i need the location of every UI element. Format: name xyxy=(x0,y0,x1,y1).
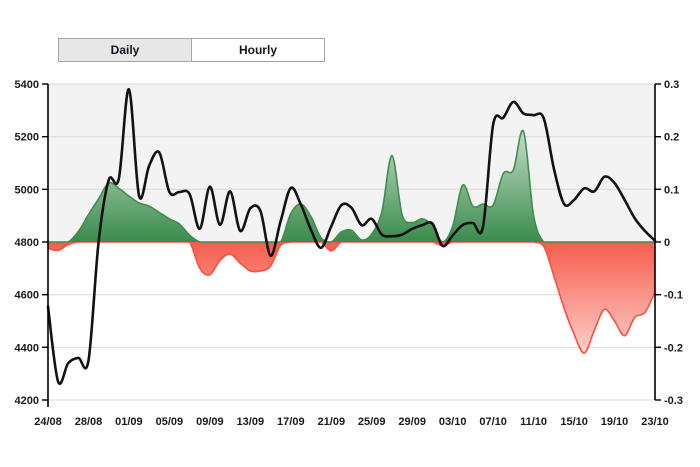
left-axis-label: 4600 xyxy=(15,290,39,302)
price-line xyxy=(46,87,657,385)
x-axis-label: 05/09 xyxy=(156,416,184,428)
right-axis-label: -0.2 xyxy=(664,342,683,354)
x-axis-label: 01/09 xyxy=(115,416,143,428)
x-axis-label: 07/10 xyxy=(479,416,507,428)
x-axis-label: 24/08 xyxy=(34,416,62,428)
x-axis-label: 17/09 xyxy=(277,416,305,428)
right-axis-label: 0.2 xyxy=(664,132,679,144)
left-axis-label: 4200 xyxy=(15,395,39,407)
frequency-tab-bar: Daily Hourly xyxy=(58,38,325,62)
oscillator-positive-area xyxy=(48,130,655,242)
x-axis-label: 09/09 xyxy=(196,416,224,428)
x-axis-label: 25/09 xyxy=(358,416,386,428)
x-axis-label: 28/08 xyxy=(75,416,103,428)
left-axis-label: 4800 xyxy=(15,237,39,249)
x-axis-label: 29/09 xyxy=(398,416,426,428)
x-axis-label: 11/10 xyxy=(520,416,547,428)
left-axis-label: 5000 xyxy=(15,184,39,196)
x-axis-label: 03/10 xyxy=(439,416,467,428)
x-axis-label: 13/09 xyxy=(237,416,265,428)
right-axis-label: 0 xyxy=(664,237,670,249)
right-axis-label: 0.1 xyxy=(664,184,679,196)
x-axis-label: 15/10 xyxy=(560,416,588,428)
x-axis-label: 21/09 xyxy=(318,416,346,428)
tab-hourly[interactable]: Hourly xyxy=(191,39,324,61)
right-axis-label: 0.3 xyxy=(664,79,679,91)
left-axis-label: 4400 xyxy=(15,342,39,354)
right-axis-label: -0.1 xyxy=(664,290,683,302)
x-axis-label: 23/10 xyxy=(641,416,669,428)
oscillator-negative-area xyxy=(48,242,655,354)
oscillator-positive-edge xyxy=(47,129,655,243)
left-axis-label: 5200 xyxy=(15,132,39,144)
tab-daily[interactable]: Daily xyxy=(59,39,191,61)
right-axis-label: -0.3 xyxy=(664,395,683,407)
left-axis-label: 5400 xyxy=(15,79,39,91)
x-axis-label: 19/10 xyxy=(601,416,629,428)
